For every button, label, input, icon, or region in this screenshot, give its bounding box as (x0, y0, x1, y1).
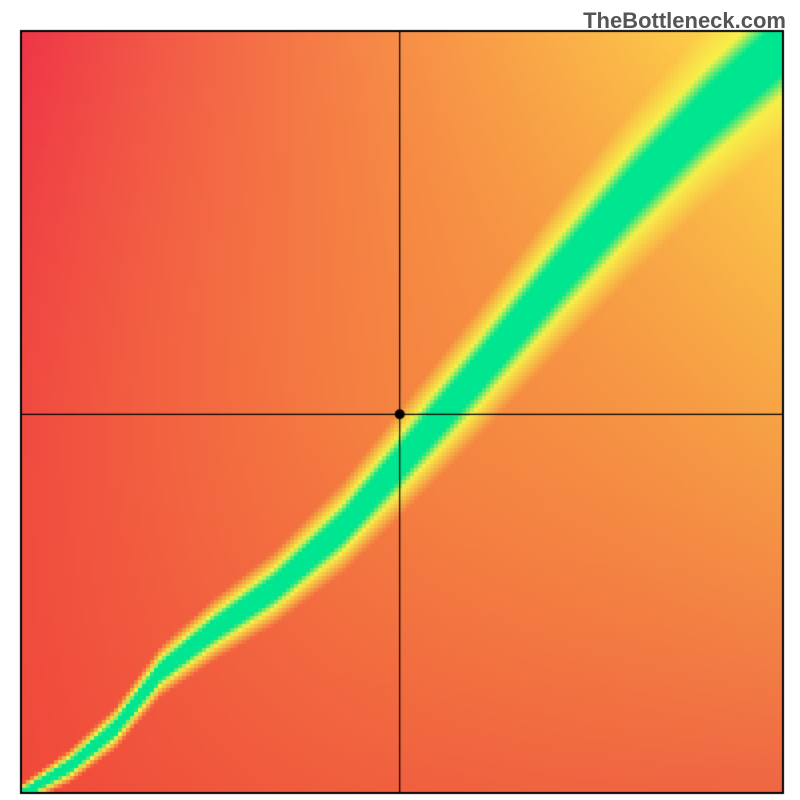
bottleneck-heatmap (0, 0, 800, 800)
watermark-text: TheBottleneck.com (583, 8, 786, 34)
